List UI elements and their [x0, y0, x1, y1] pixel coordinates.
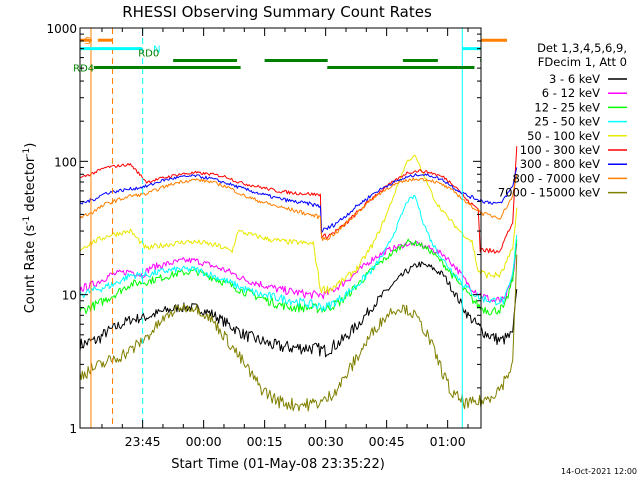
x-tick-label-3: 00:15: [247, 434, 283, 449]
series-line-7: [79, 167, 518, 234]
series-line-5: [79, 154, 518, 294]
series-line-1: [79, 261, 518, 358]
series-layer: [79, 146, 518, 412]
x-tick-label-1: 23:45: [125, 434, 161, 449]
chart-title: RHESSI Observing Summary Count Rates: [122, 3, 432, 21]
flag-s-label: S: [85, 36, 91, 47]
x-tick-label-6: 01:00: [430, 434, 466, 449]
footer-date: 14-Oct-2021 12:00: [561, 467, 637, 476]
legend-header-line-1: Det 1,3,4,5,6,9,: [537, 41, 627, 55]
plot-frame: [79, 27, 482, 429]
legend: Det 1,3,4,5,6,9, FDecim 1, Att 0 3 - 6 k…: [498, 41, 627, 200]
y-tick-label-4: 1000: [46, 22, 77, 36]
series-line-9: [79, 254, 518, 412]
legend-label-6: 100 - 300 keV: [520, 143, 600, 157]
x-axis-ticks: 23:45 00:00 00:15 00:30 00:45 01:00: [101, 28, 469, 449]
x-axis-label: Start Time (01-May-08 23:35:22): [171, 457, 385, 472]
legend-label-3: 12 - 25 keV: [534, 100, 600, 114]
y-axis-label-part-2: -1: [22, 216, 32, 225]
legend-label-7: 300 - 800 keV: [520, 157, 600, 171]
y-tick-label-2: 10: [62, 289, 77, 303]
legend-label-9: 7000 - 15000 keV: [498, 186, 600, 200]
series-line-8: [79, 174, 518, 241]
series-line-2: [79, 240, 518, 303]
y-axis-label: Count Rate (s-1 detector-1): [22, 143, 38, 314]
legend-label-2: 6 - 12 keV: [542, 86, 600, 100]
flag-n-label: N: [153, 45, 160, 56]
legend-header-line-2: FDecim 1, Att 0: [538, 55, 627, 69]
y-tick-label-3: 100: [54, 155, 77, 169]
x-tick-label-2: 00:00: [186, 434, 222, 449]
legend-label-8: 800 - 7000 keV: [512, 171, 600, 185]
legend-label-5: 50 - 100 keV: [527, 129, 600, 143]
x-tick-label-4: 00:30: [308, 434, 344, 449]
series-line-4: [79, 194, 518, 312]
y-axis-label-part-1: Count Rate (s: [23, 225, 38, 314]
series-line-6: [79, 146, 518, 254]
series-line-3: [79, 238, 518, 316]
flag-rd0-label: RD0: [138, 49, 159, 60]
y-axis-label-part-5: ): [23, 143, 38, 148]
y-tick-label-1: 1: [69, 422, 77, 436]
y-axis-label-part-4: -1: [22, 148, 32, 157]
x-tick-label-5: 00:45: [369, 434, 405, 449]
flag-rd4-label: RD4: [73, 64, 94, 75]
legend-label-4: 25 - 50 keV: [534, 115, 600, 129]
y-axis-ticks: 1 10 100 1000: [46, 22, 481, 436]
y-axis-label-part-3: detector: [23, 156, 38, 216]
legend-label-1: 3 - 6 keV: [549, 72, 600, 86]
